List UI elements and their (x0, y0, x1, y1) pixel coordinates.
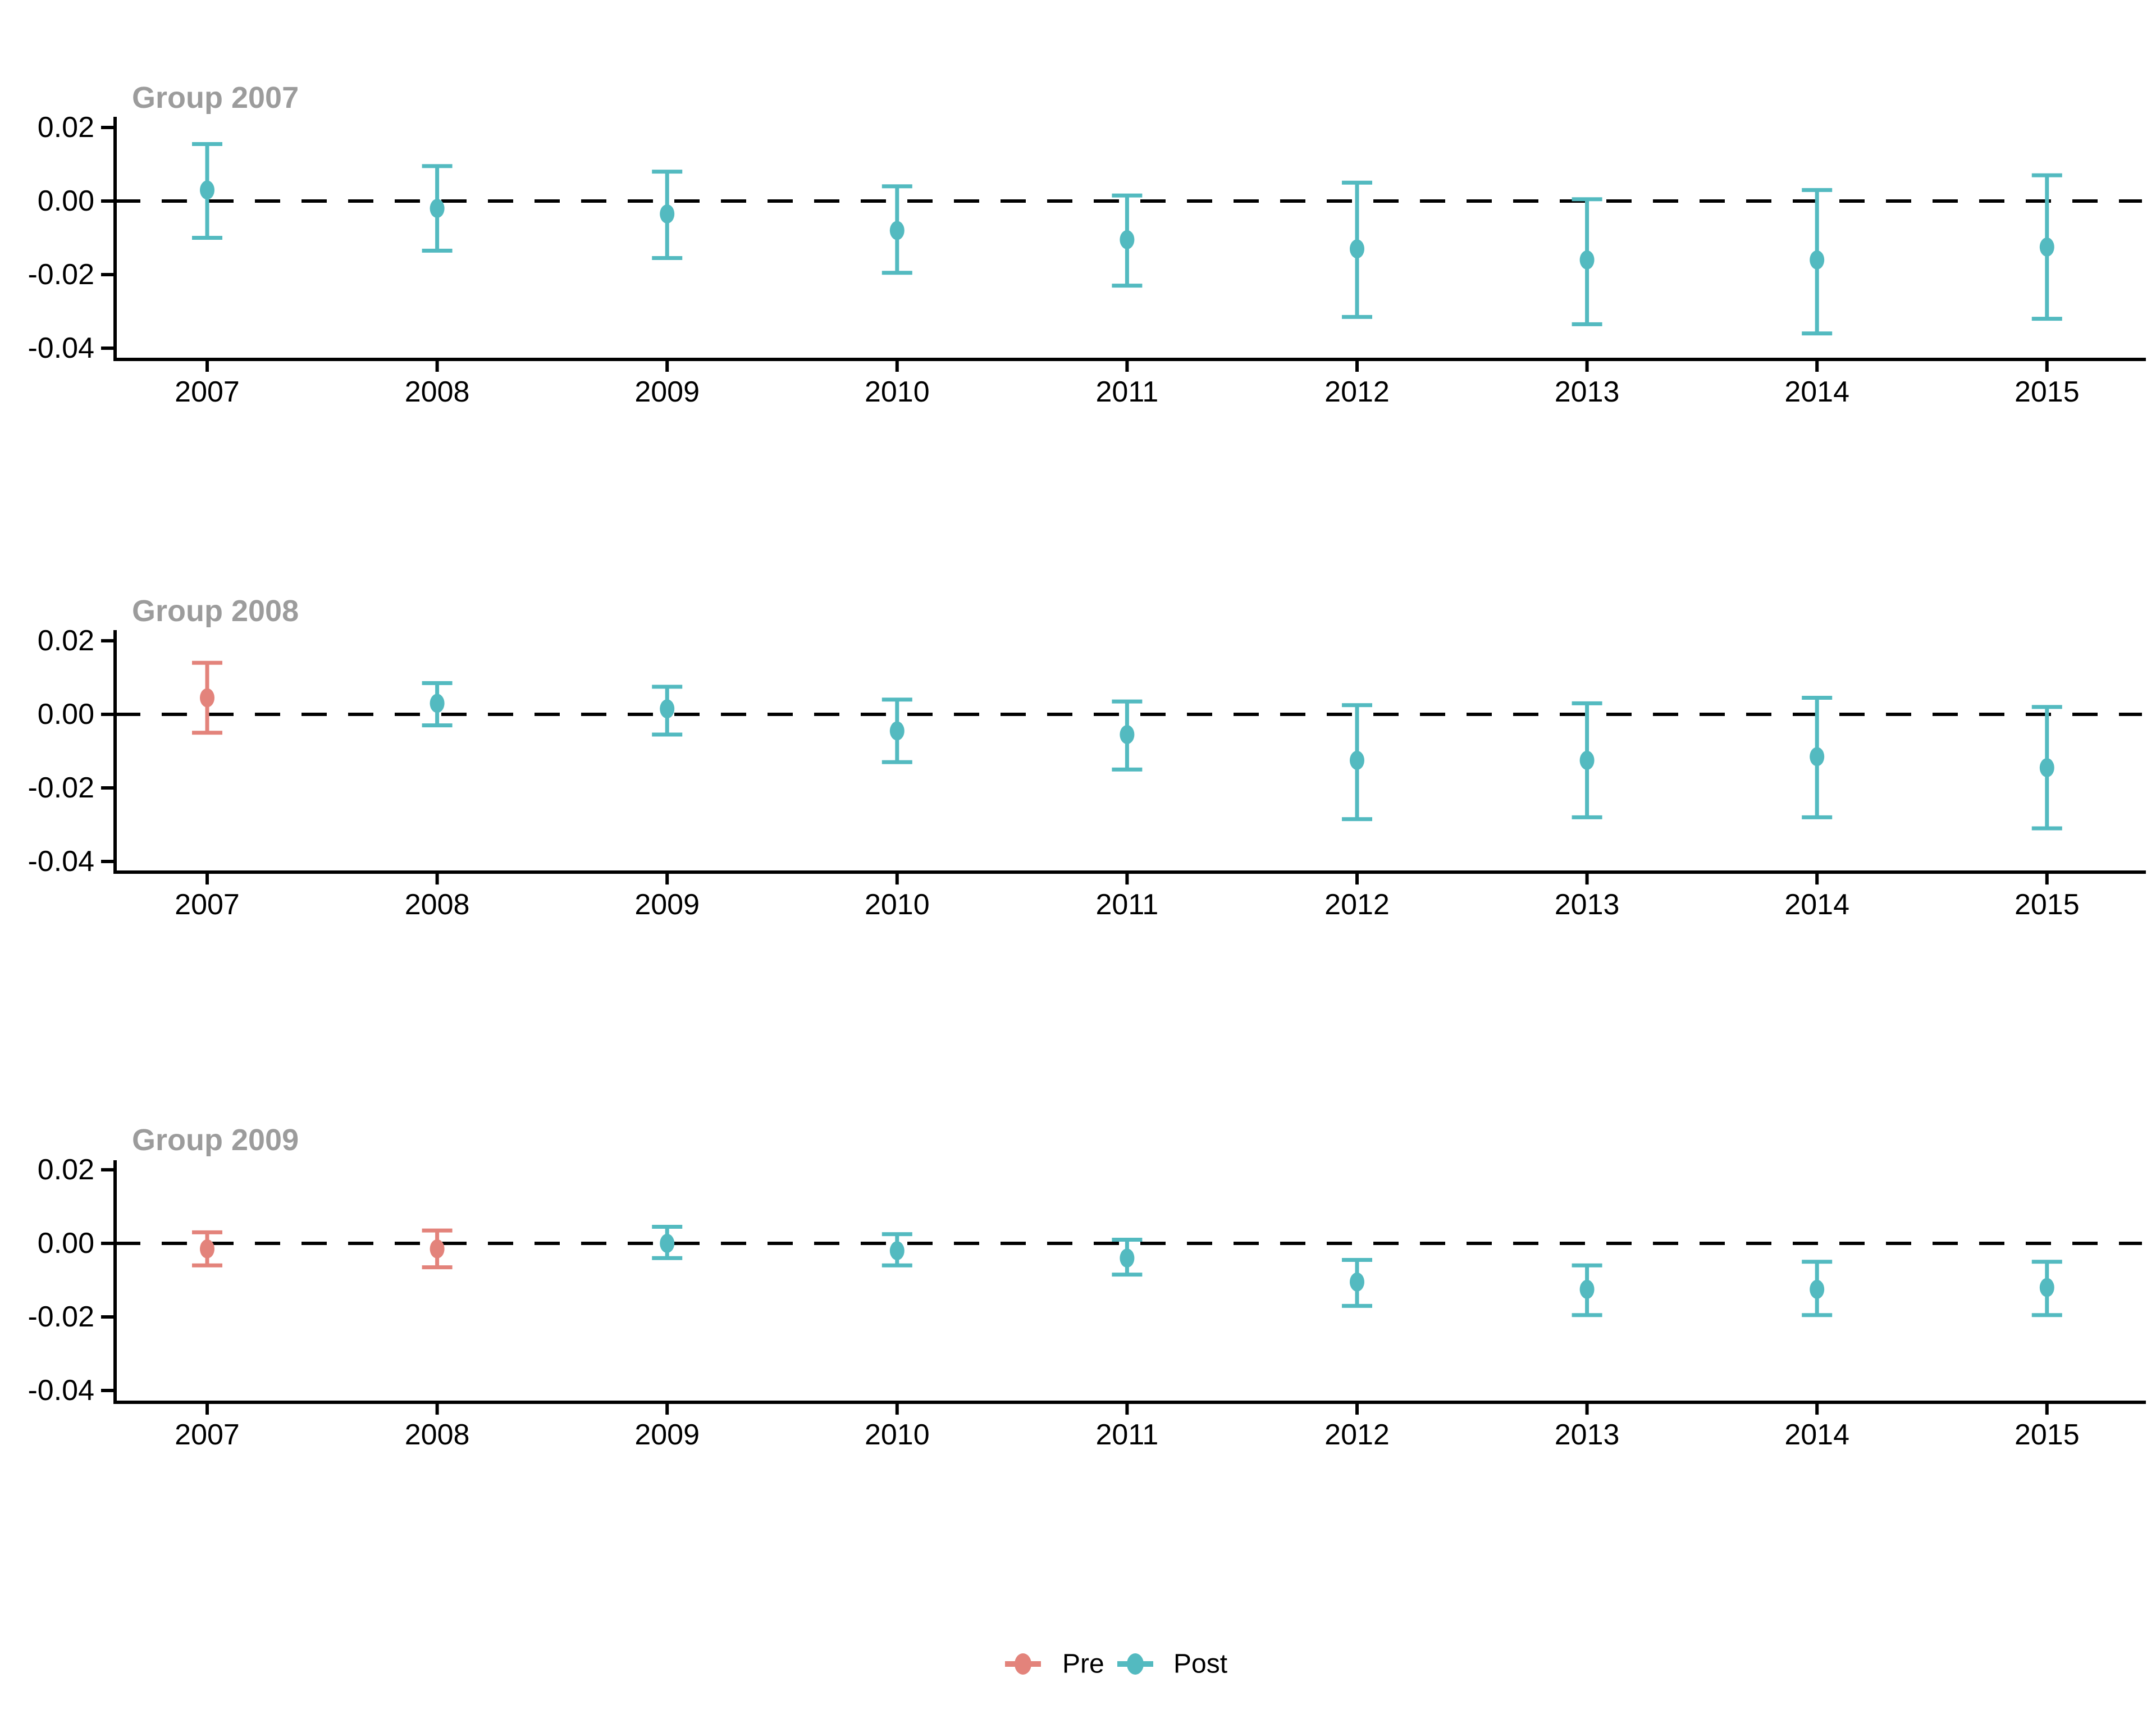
estimate-point (1579, 250, 1595, 270)
x-axis-tick-label: 2013 (1555, 1419, 1620, 1451)
estimate-point (1350, 750, 1364, 770)
panel-title: Group 2008 (132, 594, 299, 628)
estimate-point (2039, 237, 2054, 257)
estimate-point (889, 721, 905, 741)
panel-axes: 0.02 0.00 -0.02 -0.04 2007 2008 2009 2010 2011 20… (28, 624, 2146, 921)
estimate-point (1810, 250, 1825, 270)
panel-marks (192, 1225, 2062, 1317)
x-axis-tick-label: 2013 (1555, 376, 1620, 408)
estimate-point (889, 221, 905, 240)
panel-marks (192, 142, 2062, 336)
pre-marker-point-icon (1015, 1653, 1031, 1675)
panel-title: Group 2009 (132, 1123, 299, 1157)
estimate-point (200, 688, 214, 708)
x-axis-tick-label: 2015 (2015, 376, 2080, 408)
y-axis-tick-label: 0.00 (38, 698, 94, 731)
x-axis-tick-label: 2007 (175, 376, 240, 408)
estimate-point (1120, 1248, 1135, 1268)
estimate-point (2039, 1278, 2054, 1297)
y-axis-tick-label: -0.04 (28, 845, 94, 878)
estimate-point (889, 1241, 905, 1261)
y-axis-tick-label: -0.02 (28, 258, 94, 291)
y-axis-tick-label: 0.00 (38, 185, 94, 217)
x-axis-tick-label: 2012 (1324, 376, 1390, 408)
y-axis-tick-label: -0.04 (28, 332, 94, 364)
x-axis-tick-label: 2014 (1784, 1419, 1849, 1451)
x-axis-tick-label: 2012 (1324, 888, 1390, 921)
legend-item-post: Post (1117, 1649, 1227, 1679)
estimate-point (2039, 758, 2054, 777)
x-axis-tick-label: 2009 (634, 376, 700, 408)
x-axis-tick-label: 2008 (405, 1419, 470, 1451)
panel-marks (192, 660, 2062, 831)
estimate-point (660, 699, 675, 719)
x-axis-tick-label: 2015 (2015, 1419, 2080, 1451)
x-axis-tick-label: 2009 (634, 1419, 700, 1451)
y-axis-tick-label: -0.04 (28, 1374, 94, 1407)
panel-axes: 0.02 0.00 -0.02 -0.04 2007 2008 2009 2010 2011 20… (28, 1153, 2146, 1451)
y-axis-tick-label: -0.02 (28, 772, 94, 804)
x-axis-tick-label: 2015 (2015, 888, 2080, 921)
estimate-point (1350, 1272, 1364, 1292)
estimate-point (200, 180, 214, 200)
x-axis-tick-label: 2014 (1784, 888, 1849, 921)
estimate-point (1579, 750, 1595, 770)
y-axis-tick-label: -0.02 (28, 1301, 94, 1333)
legend-item-pre: Pre (1005, 1649, 1104, 1679)
estimate-point (430, 199, 445, 218)
x-axis-tick-label: 2011 (1095, 888, 1158, 921)
x-axis-tick-label: 2011 (1095, 376, 1158, 408)
x-axis-tick-label: 2010 (865, 888, 930, 921)
estimate-point (660, 204, 675, 224)
panel-group-2007: Group 2007 0.02 0.00 -0.02 -0.04 2007 2008 200… (28, 81, 2146, 408)
x-axis-tick-label: 2007 (175, 888, 240, 921)
panel-group-2008: Group 2008 0.02 0.00 -0.02 -0.04 2007 2008 200… (28, 594, 2146, 921)
estimate-point (1120, 725, 1135, 745)
estimate-point (200, 1239, 214, 1259)
estimate-point (1579, 1279, 1595, 1299)
legend-label-pre: Pre (1062, 1649, 1104, 1679)
x-axis-tick-label: 2007 (175, 1419, 240, 1451)
x-axis-tick-label: 2010 (865, 376, 930, 408)
x-axis-tick-label: 2014 (1784, 376, 1849, 408)
x-axis-tick-label: 2011 (1095, 1419, 1158, 1451)
estimate-point (430, 694, 445, 713)
x-axis-tick-label: 2008 (405, 888, 470, 921)
x-axis-tick-label: 2012 (1324, 1419, 1390, 1451)
y-axis-tick-label: 0.02 (38, 111, 94, 144)
x-axis-tick-label: 2009 (634, 888, 700, 921)
panel-group-2009: Group 2009 0.02 0.00 -0.02 -0.04 2007 2008 200… (28, 1123, 2146, 1451)
estimate-point (1120, 230, 1135, 249)
y-axis-tick-label: 0.00 (38, 1227, 94, 1260)
estimate-point (430, 1239, 445, 1259)
post-marker-point-icon (1127, 1653, 1144, 1675)
estimate-point (1810, 1279, 1825, 1299)
legend: Pre Post (1005, 1649, 1227, 1679)
panel-title: Group 2007 (132, 81, 299, 115)
y-axis-tick-label: 0.02 (38, 624, 94, 657)
estimate-point (1810, 747, 1825, 767)
x-axis-tick-label: 2008 (405, 376, 470, 408)
legend-label-post: Post (1173, 1649, 1227, 1679)
panel-axes: 0.02 0.00 -0.02 -0.04 2007 2008 2009 2010 2011 20… (28, 111, 2146, 408)
estimate-point (660, 1234, 675, 1253)
estimate-point (1350, 239, 1364, 259)
y-axis-tick-label: 0.02 (38, 1153, 94, 1186)
x-axis-tick-label: 2013 (1555, 888, 1620, 921)
x-axis-tick-label: 2010 (865, 1419, 930, 1451)
